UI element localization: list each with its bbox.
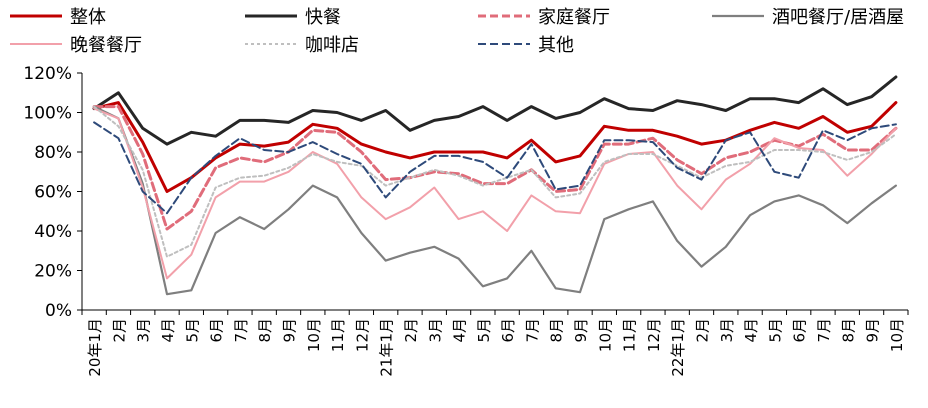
x-tick-label: 22年1月 [669, 318, 687, 377]
y-tick-label: 100% [23, 104, 72, 124]
x-tick-label: 4月 [742, 318, 760, 343]
x-tick-label: 3月 [135, 318, 153, 343]
x-tick-label: 2月 [402, 318, 420, 343]
series-line [93, 105, 897, 258]
legend-label: 晚餐餐厅 [70, 35, 142, 56]
y-tick-label: 40% [34, 222, 72, 242]
x-tick-label: 9月 [572, 318, 590, 343]
series-line [92, 105, 898, 231]
series-line [93, 121, 897, 215]
series-line [92, 105, 898, 296]
x-tick-label: 5月 [183, 318, 201, 343]
series-line [93, 107, 897, 280]
x-tick-label: 6月 [208, 318, 226, 343]
x-tick-label: 7月 [523, 318, 541, 343]
x-tick-label: 10月 [888, 318, 906, 352]
legend-label: 家庭餐厅 [538, 7, 610, 28]
y-tick-label: 20% [34, 262, 72, 282]
x-tick-label: 7月 [232, 318, 250, 343]
legend-label: 快餐 [305, 7, 341, 28]
x-tick-label: 10月 [596, 318, 614, 352]
x-tick-label: 2月 [694, 318, 712, 343]
x-tick-label: 4月 [451, 318, 469, 343]
y-tick-label: 80% [34, 143, 72, 163]
x-tick-label: 11月 [329, 318, 347, 352]
x-tick-label: 6月 [791, 318, 809, 343]
x-tick-label: 12月 [645, 318, 663, 352]
plot-area [92, 75, 898, 296]
x-tick-label: 8月 [548, 318, 566, 343]
x-tick-label: 21年1月 [378, 318, 396, 377]
y-axis: 0% 20% 40% 60% 80% 100% 120% [23, 64, 83, 321]
x-tick-label: 12月 [353, 318, 371, 352]
y-tick-label: 120% [23, 64, 72, 84]
x-tick-label: 8月 [839, 318, 857, 343]
x-tick-label: 7月 [815, 318, 833, 343]
x-tick-label: 20年1月 [86, 318, 104, 377]
x-axis: 20年1月 2月 3月 4月 5月 6月 7月 8月 9月 10月 11月 12月 21年1月 2月 3月 4… [81, 309, 909, 377]
legend-label: 咖啡店 [305, 35, 359, 56]
x-tick-label: 10月 [305, 318, 323, 352]
legend-label: 其他 [538, 35, 574, 56]
x-tick-label: 5月 [766, 318, 784, 343]
y-tick-label: 60% [34, 183, 72, 203]
x-tick-label: 2月 [110, 318, 128, 343]
x-tick-label: 6月 [499, 318, 517, 343]
x-tick-label: 3月 [718, 318, 736, 343]
series-line [92, 101, 898, 193]
x-tick-label: 4月 [159, 318, 177, 343]
x-tick-label: 11月 [621, 318, 639, 352]
y-tick-label: 0% [45, 301, 72, 321]
x-tick-label: 9月 [864, 318, 882, 343]
x-tick-label: 9月 [281, 318, 299, 343]
x-tick-label: 5月 [475, 318, 493, 343]
x-tick-label: 8月 [256, 318, 274, 343]
legend-label: 酒吧餐厅/居酒屋 [772, 7, 904, 28]
series-line [92, 75, 898, 146]
legend-label: 整体 [70, 7, 106, 28]
x-tick-label: 3月 [426, 318, 444, 343]
